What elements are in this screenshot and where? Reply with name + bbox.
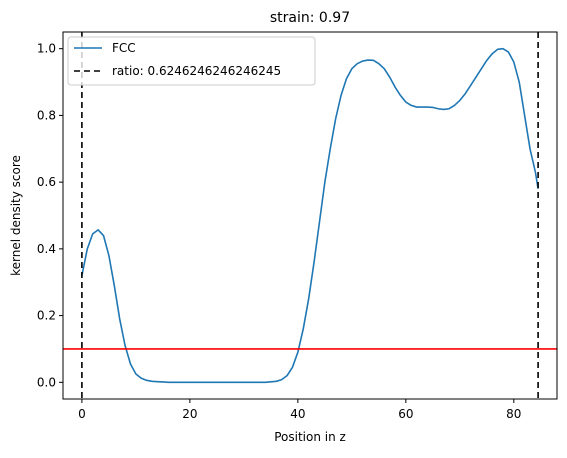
x-tick-label: 40 [290,407,305,421]
y-tick-label: 0.8 [37,108,56,122]
legend: FCC ratio: 0.6246246246246245 [67,36,316,86]
legend-label-fcc: FCC [112,41,136,55]
y-tick-label: 0.2 [37,309,56,323]
plot-area [63,32,557,399]
y-tick-label: 1.0 [37,42,56,56]
axes-frame [62,31,558,400]
legend-box [67,36,316,86]
x-tick-label: 20 [182,407,197,421]
y-tick-label: 0.4 [37,242,56,256]
ticks: 0 20 40 60 80 0.0 0.2 0.4 0.6 0.8 1.0 [37,42,522,421]
y-tick-label: 0.6 [37,175,56,189]
series-line-fcc [81,47,539,384]
chart-title: strain: 0.97 [270,10,350,26]
y-tick-label: 0.0 [37,375,56,389]
y-axis-label: kernel density score [9,155,23,276]
x-tick-label: 60 [398,407,413,421]
x-tick-label: 80 [506,407,521,421]
legend-label-ratio: ratio: 0.6246246246246245 [112,64,281,78]
x-axis-label: Position in z [274,430,346,444]
x-tick-label: 0 [78,407,86,421]
